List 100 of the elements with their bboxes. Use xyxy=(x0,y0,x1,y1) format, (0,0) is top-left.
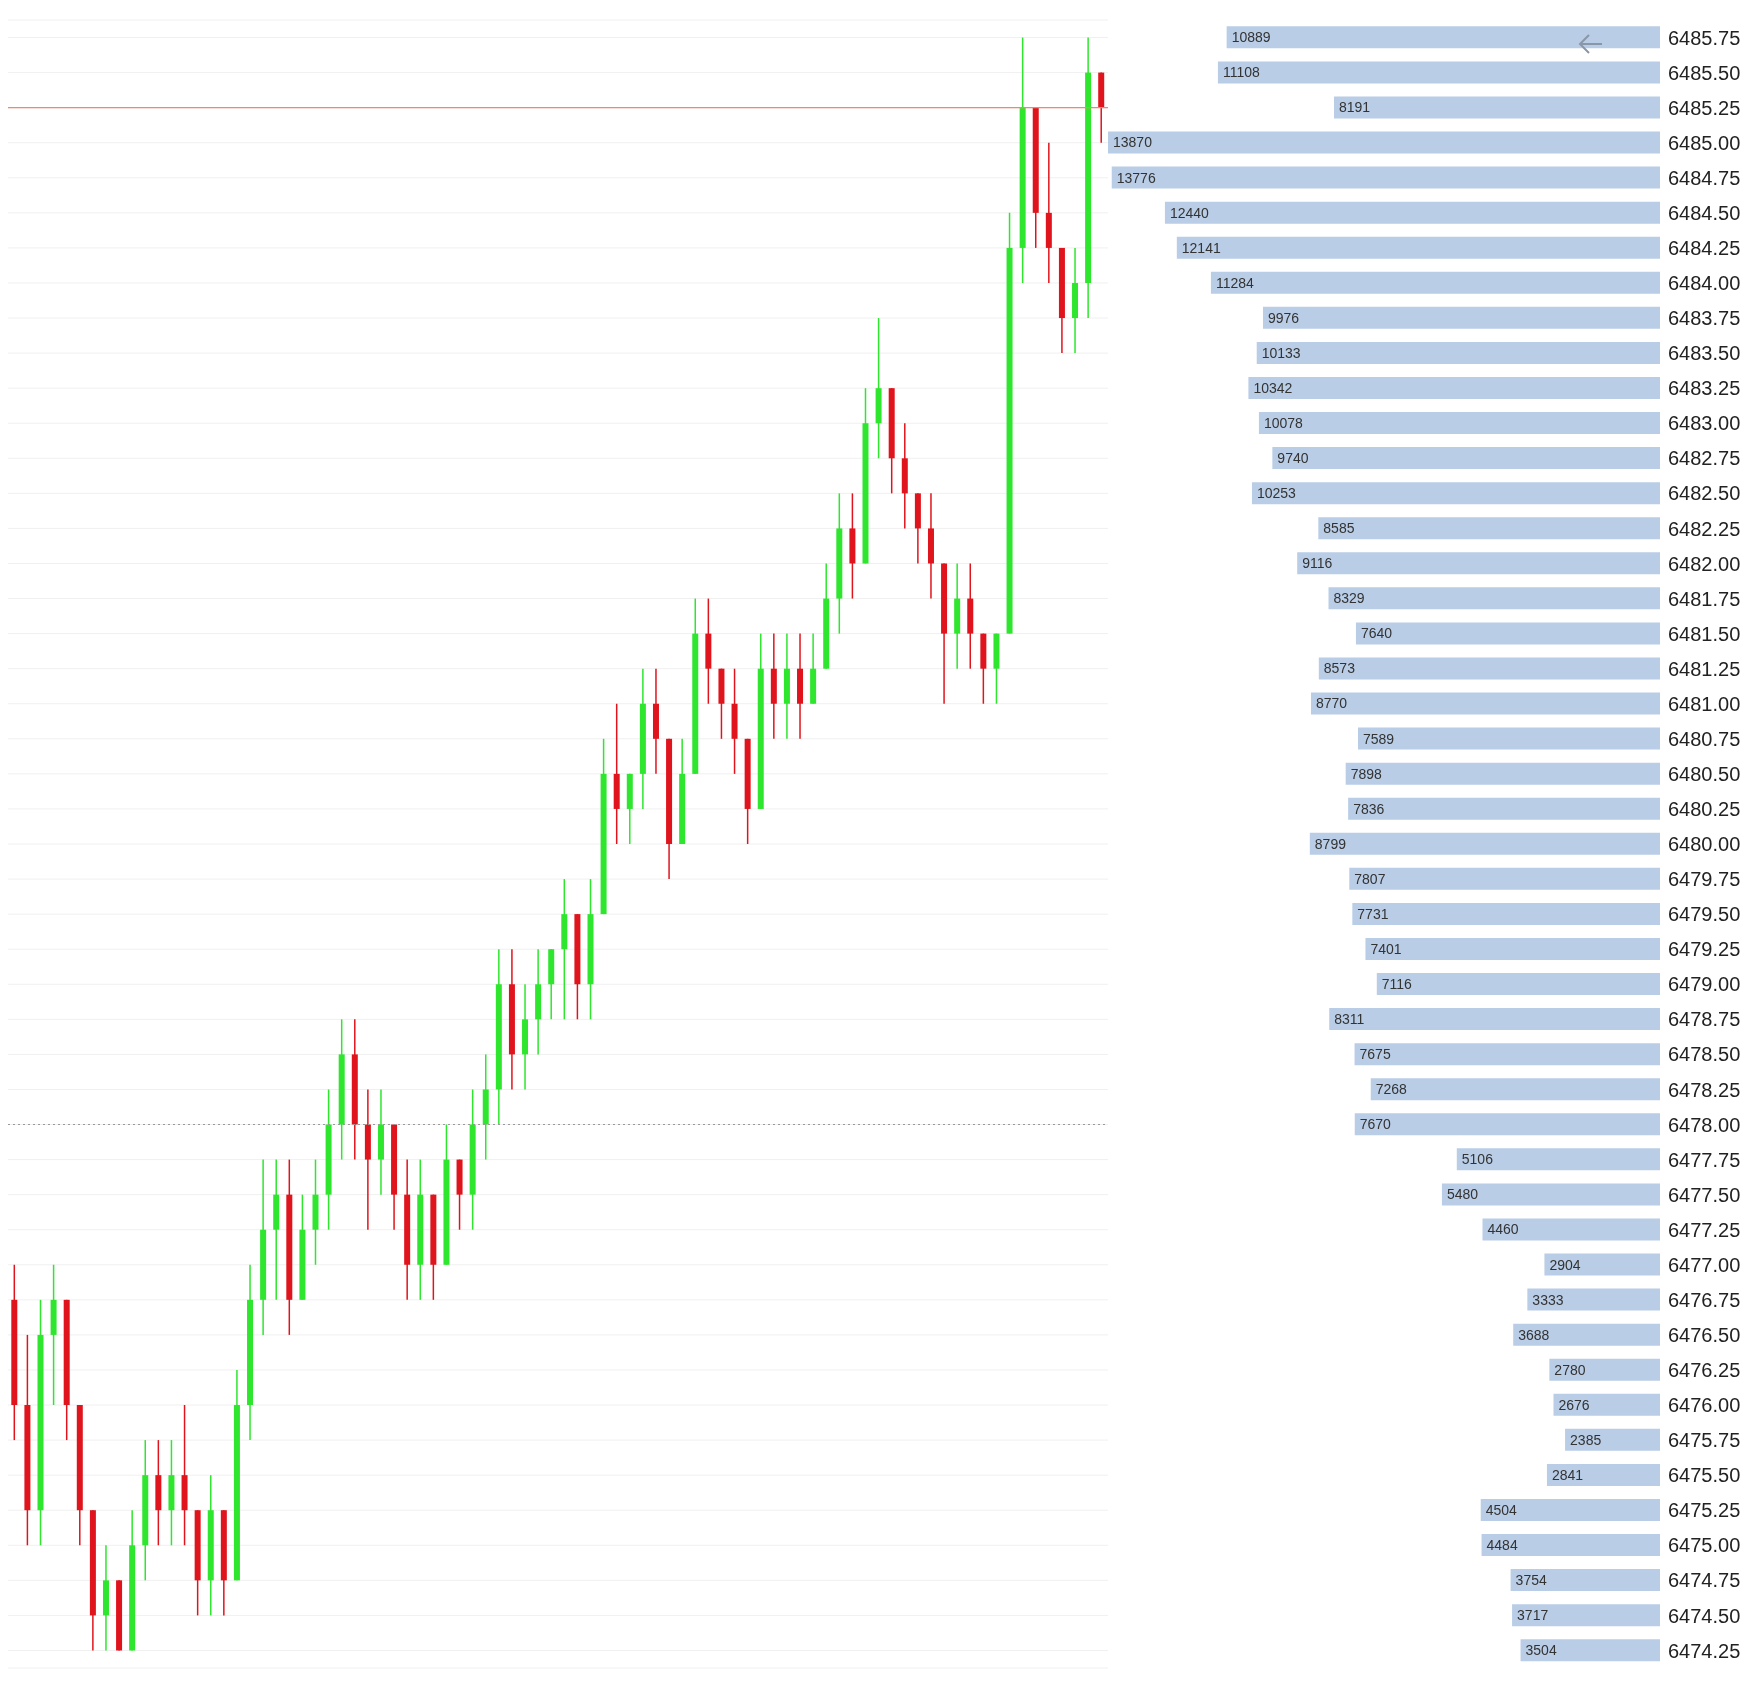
y-tick-label: 6483.25 xyxy=(1668,377,1741,400)
y-tick-label: 6474.25 xyxy=(1668,1639,1741,1662)
y-tick-label: 6474.75 xyxy=(1668,1569,1741,1592)
y-tick-label: 6482.25 xyxy=(1668,517,1741,540)
y-tick-label: 6484.75 xyxy=(1668,166,1741,189)
y-tick-label: 6482.00 xyxy=(1668,552,1741,575)
data-label: 7836 xyxy=(1353,800,1385,817)
data-label: 8573 xyxy=(1323,660,1356,677)
data-label: 7670 xyxy=(1359,1116,1392,1133)
bar xyxy=(1527,1288,1660,1311)
data-label: 5106 xyxy=(1461,1151,1494,1168)
bar xyxy=(1480,1498,1660,1521)
data-label: 9740 xyxy=(1277,450,1309,467)
bar xyxy=(1176,236,1660,259)
data-label: 10133 xyxy=(1261,344,1301,361)
data-label: 10253 xyxy=(1256,485,1297,502)
y-tick-label: 6475.25 xyxy=(1668,1499,1741,1522)
bar xyxy=(1510,1569,1660,1592)
y-tick-label: 6476.75 xyxy=(1668,1288,1741,1311)
y-tick-label: 6483.50 xyxy=(1668,342,1741,365)
bar xyxy=(1248,376,1660,399)
bar xyxy=(1512,1604,1660,1627)
bar xyxy=(1544,1253,1660,1276)
y-tick-label: 6480.50 xyxy=(1668,762,1741,785)
y-tick-label: 6480.00 xyxy=(1668,833,1741,856)
y-tick-label: 6481.00 xyxy=(1668,692,1741,715)
y-tick-label: 6483.75 xyxy=(1668,307,1741,330)
bar xyxy=(1513,1323,1660,1346)
data-label: 2385 xyxy=(1570,1431,1602,1448)
data-label: 7898 xyxy=(1350,765,1383,782)
y-tick-label: 6474.50 xyxy=(1668,1604,1741,1627)
bar xyxy=(1553,1393,1660,1416)
y-tick-label: 6480.25 xyxy=(1668,798,1741,821)
data-label: 2780 xyxy=(1554,1361,1586,1378)
y-tick-label: 6483.00 xyxy=(1668,412,1741,435)
data-label: 7807 xyxy=(1354,870,1386,887)
data-label: 8191 xyxy=(1339,99,1371,116)
data-label: 3688 xyxy=(1518,1326,1550,1343)
data-label: 11284 xyxy=(1215,274,1255,291)
bar xyxy=(1258,412,1660,435)
bar xyxy=(1309,832,1660,855)
y-tick-label: 6479.50 xyxy=(1668,903,1741,926)
data-label: 8311 xyxy=(1334,1011,1365,1028)
data-label: 4484 xyxy=(1486,1537,1518,1554)
bar xyxy=(1256,341,1660,364)
data-label: 3504 xyxy=(1525,1642,1557,1659)
bar xyxy=(1549,1358,1660,1381)
data-label: 8329 xyxy=(1333,590,1365,607)
y-tick-label: 6482.75 xyxy=(1668,447,1741,470)
data-label: 8799 xyxy=(1314,835,1347,852)
bar xyxy=(1441,1183,1660,1206)
data-label: 7116 xyxy=(1381,976,1413,992)
data-label: 10889 xyxy=(1231,29,1271,46)
y-tick-label: 6482.50 xyxy=(1668,482,1741,505)
y-tick-label: 6484.00 xyxy=(1668,272,1741,295)
y-tick-label: 6475.50 xyxy=(1668,1464,1741,1487)
y-tick-label: 6481.25 xyxy=(1668,657,1741,680)
data-label: 2904 xyxy=(1549,1256,1581,1273)
data-label: 12141 xyxy=(1181,239,1221,256)
data-label: 3754 xyxy=(1515,1572,1547,1589)
y-tick-label: 6475.75 xyxy=(1668,1429,1741,1452)
data-label: 8770 xyxy=(1315,695,1348,712)
y-tick-label: 6481.75 xyxy=(1668,587,1741,610)
y-tick-label: 6485.50 xyxy=(1668,61,1741,84)
bar xyxy=(1482,1218,1660,1241)
data-label: 10078 xyxy=(1263,414,1304,431)
bar xyxy=(1217,61,1660,84)
y-tick-label: 6485.00 xyxy=(1668,131,1741,154)
y-tick-label: 6481.50 xyxy=(1668,622,1741,645)
data-label: 9976 xyxy=(1267,309,1300,326)
data-label: 10342 xyxy=(1253,379,1293,396)
bar xyxy=(1520,1639,1660,1662)
data-label: 4504 xyxy=(1485,1501,1518,1518)
bar xyxy=(1376,973,1660,996)
y-tick-label: 6485.75 xyxy=(1668,26,1741,49)
bar xyxy=(1297,552,1660,575)
bar xyxy=(1481,1534,1660,1557)
data-label: 5480 xyxy=(1446,1186,1479,1203)
data-label: 7268 xyxy=(1375,1081,1408,1098)
data-label: 11108 xyxy=(1222,64,1260,81)
y-tick-label: 6478.00 xyxy=(1668,1113,1741,1136)
y-tick-label: 6475.00 xyxy=(1668,1534,1741,1557)
bar xyxy=(1318,657,1660,680)
y-tick-label: 6477.25 xyxy=(1668,1218,1741,1241)
data-label: 7731 xyxy=(1357,905,1389,922)
data-label: 13776 xyxy=(1116,169,1156,186)
data-label: 13870 xyxy=(1113,134,1153,151)
data-label: 3717 xyxy=(1517,1607,1549,1624)
bar xyxy=(1334,96,1660,119)
bar xyxy=(1348,797,1660,820)
bar xyxy=(1345,762,1660,785)
y-tick-label: 6477.00 xyxy=(1668,1253,1741,1276)
y-tick-label: 6480.75 xyxy=(1668,727,1741,750)
bar xyxy=(1210,271,1660,294)
y-tick-label: 6478.75 xyxy=(1668,1008,1741,1031)
bar xyxy=(1318,517,1660,540)
bar xyxy=(1456,1148,1660,1171)
bar xyxy=(1111,166,1660,189)
y-tick-label: 6479.25 xyxy=(1668,938,1741,961)
bar xyxy=(1365,937,1660,960)
